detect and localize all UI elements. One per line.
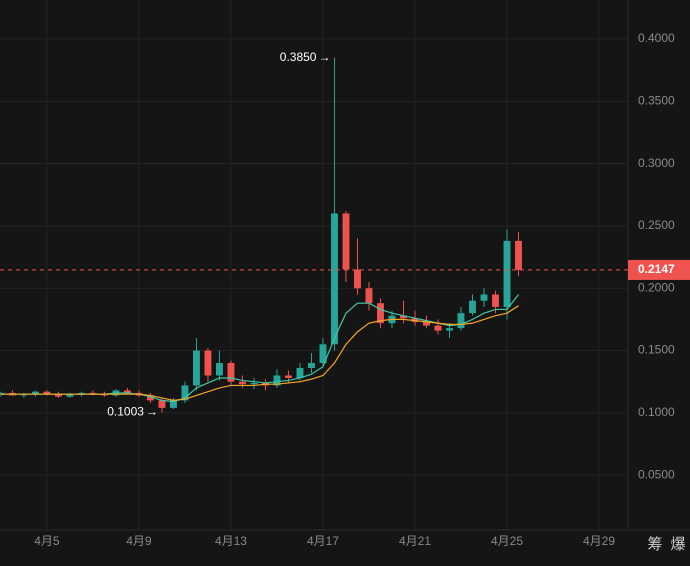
x-tick-label: 4月29 (583, 534, 615, 548)
annotation-label: 0.3850 (280, 50, 317, 64)
toolbar-button[interactable]: 爆 (670, 536, 685, 553)
candle-body (89, 392, 97, 395)
annotation-arrow: → (318, 50, 330, 64)
candle-body (54, 394, 62, 397)
candle-body (66, 394, 74, 397)
candle-body (227, 363, 235, 382)
y-tick-label: 0.3000 (638, 156, 675, 170)
candle-body (31, 391, 39, 395)
candle-body (158, 400, 166, 408)
candle-body (365, 288, 373, 304)
candle-body (123, 390, 131, 393)
y-tick-label: 0.4000 (638, 31, 675, 45)
y-tick-label: 0.2500 (638, 218, 675, 232)
annotation-arrow: → (146, 405, 158, 419)
candle-body (77, 392, 85, 395)
candle-body (469, 300, 476, 314)
moving-average-line (0, 305, 519, 402)
current-price-label: 0.2147 (638, 262, 675, 276)
candle-body (216, 363, 223, 376)
candle-body (239, 381, 246, 385)
candle-body (273, 375, 281, 386)
candle-body (480, 294, 488, 301)
x-tick-label: 4月21 (399, 534, 431, 548)
x-tick-label: 4月17 (307, 534, 339, 548)
candle-body (434, 325, 442, 331)
candle-body (285, 375, 292, 378)
candle-body (492, 294, 499, 307)
candle-body (342, 213, 350, 270)
candle-body (20, 394, 28, 396)
candle-body (100, 394, 108, 396)
x-tick-label: 4月5 (34, 534, 60, 548)
candle-body (204, 350, 212, 376)
y-tick-label: 0.3500 (638, 93, 675, 107)
candle-body (181, 385, 189, 401)
candle-body (146, 395, 154, 401)
candle-body (400, 315, 407, 319)
candle-body (193, 350, 200, 386)
y-tick-label: 0.1000 (638, 405, 675, 419)
candle-body (319, 344, 327, 364)
candle-body (250, 382, 258, 385)
candle-body (354, 269, 361, 289)
candle-body (446, 328, 453, 331)
candle-body (377, 303, 384, 324)
candle-body (0, 392, 5, 395)
toolbar-button[interactable]: 筹 (647, 536, 662, 553)
x-tick-label: 4月13 (215, 534, 247, 548)
candle-body (331, 213, 338, 345)
candle-body (308, 363, 315, 368)
candle-body (423, 321, 430, 326)
x-tick-label: 4月9 (126, 534, 152, 548)
candle-body (296, 367, 304, 378)
candle-body (411, 318, 419, 322)
x-tick-label: 4月25 (491, 534, 523, 548)
y-tick-label: 0.1500 (638, 343, 675, 357)
candle-body (515, 240, 522, 270)
current-price-tag (628, 259, 690, 280)
y-tick-label: 0.0500 (638, 467, 675, 481)
candle-body (503, 240, 511, 307)
y-tick-label: 0.2000 (638, 280, 675, 294)
candle-body (43, 391, 51, 395)
candle-body (169, 400, 177, 408)
candle-body (457, 313, 465, 329)
annotation-label: 0.1003 (107, 405, 144, 419)
